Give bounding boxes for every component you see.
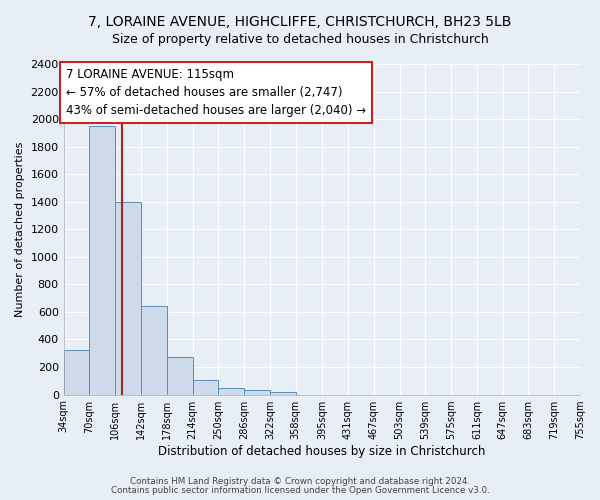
Bar <box>244 390 270 394</box>
X-axis label: Distribution of detached houses by size in Christchurch: Distribution of detached houses by size … <box>158 444 485 458</box>
Y-axis label: Number of detached properties: Number of detached properties <box>15 142 25 317</box>
Bar <box>270 392 296 394</box>
Text: Contains public sector information licensed under the Open Government Licence v3: Contains public sector information licen… <box>110 486 490 495</box>
Text: Size of property relative to detached houses in Christchurch: Size of property relative to detached ho… <box>112 32 488 46</box>
Bar <box>115 202 141 394</box>
Bar <box>167 356 193 395</box>
Bar <box>89 126 115 394</box>
Text: 7, LORAINE AVENUE, HIGHCLIFFE, CHRISTCHURCH, BH23 5LB: 7, LORAINE AVENUE, HIGHCLIFFE, CHRISTCHU… <box>88 15 512 29</box>
Bar <box>218 388 244 394</box>
Text: Contains HM Land Registry data © Crown copyright and database right 2024.: Contains HM Land Registry data © Crown c… <box>130 477 470 486</box>
Text: 7 LORAINE AVENUE: 115sqm
← 57% of detached houses are smaller (2,747)
43% of sem: 7 LORAINE AVENUE: 115sqm ← 57% of detach… <box>66 68 366 117</box>
Bar <box>193 380 218 394</box>
Bar <box>141 306 167 394</box>
Bar <box>64 350 89 395</box>
